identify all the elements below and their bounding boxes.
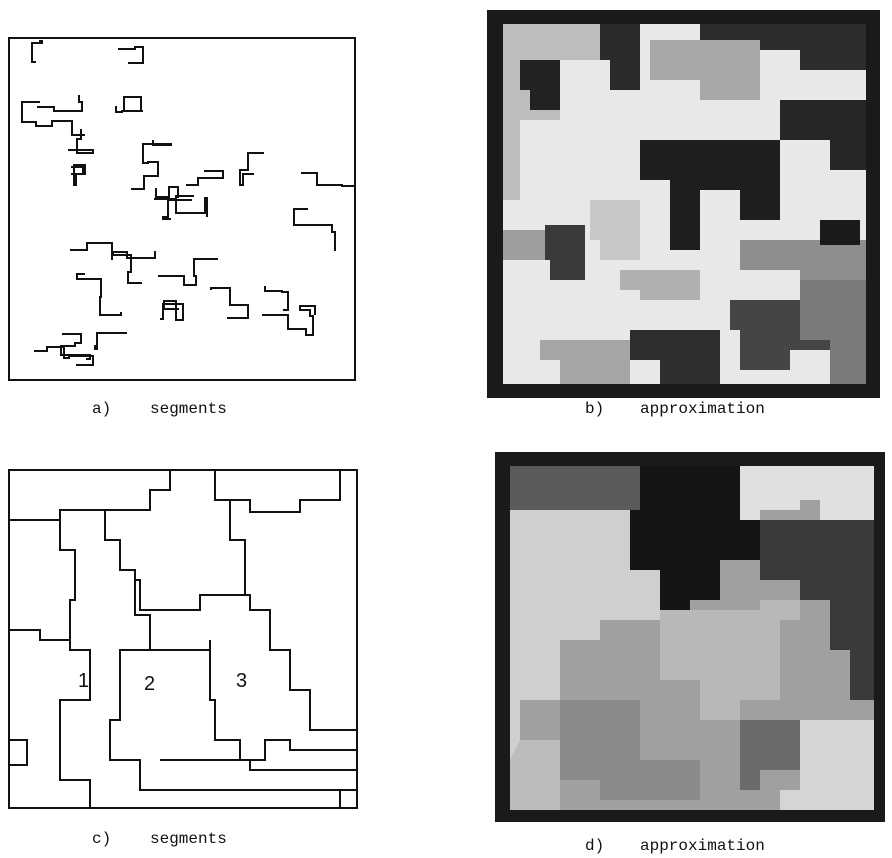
region	[545, 225, 585, 280]
segment-boundary	[215, 470, 245, 595]
segment-boundary	[265, 286, 288, 310]
segment-boundary	[294, 209, 335, 251]
segment-boundary	[61, 334, 90, 359]
segment-boundary	[163, 200, 192, 219]
panel-caption: segments	[150, 400, 227, 418]
segment-boundary	[9, 740, 27, 765]
segment-boundary	[301, 173, 355, 192]
panel-b: b) approximation	[487, 10, 880, 418]
panel-caption: approximation	[640, 837, 765, 855]
panel-label: d)	[585, 837, 604, 855]
region	[510, 740, 560, 810]
segment-boundary	[210, 640, 357, 760]
region	[820, 220, 860, 245]
panel-caption: segments	[150, 830, 227, 848]
segment-boundary	[160, 301, 183, 320]
segment-boundary	[154, 187, 178, 199]
segment-boundary	[160, 760, 357, 770]
segment-boundaries	[22, 41, 355, 365]
segment-boundary	[230, 470, 340, 512]
segment-boundary	[37, 95, 82, 111]
panel-c: 1 2 3 c) segments	[9, 470, 357, 848]
segment-boundary	[105, 470, 170, 510]
figure: a) segments b) approximation	[0, 0, 892, 858]
segment-boundary	[158, 259, 218, 285]
panel-d: d) approximation	[495, 452, 885, 855]
region-label: 3	[236, 670, 247, 692]
segment-boundary	[116, 97, 143, 112]
region-label: 1	[78, 670, 89, 692]
segment-boundary	[71, 165, 85, 185]
region	[503, 230, 545, 260]
segment-boundary	[32, 41, 42, 62]
panel-label: c)	[92, 830, 111, 848]
segment-boundary	[118, 47, 143, 63]
segment-boundary	[131, 140, 171, 189]
panel-caption: approximation	[640, 400, 765, 418]
panel-a: a) segments	[9, 38, 355, 418]
segment-boundary	[77, 274, 121, 315]
panel-label: b)	[585, 400, 604, 418]
segment-boundary	[186, 171, 223, 185]
segment-boundary	[135, 580, 357, 730]
segment-boundary	[113, 251, 155, 283]
segment-boundary	[95, 333, 127, 349]
segment-boundary	[70, 243, 112, 260]
segment-boundary	[211, 288, 248, 318]
segment-boundary	[240, 153, 264, 185]
region	[510, 466, 640, 510]
region-label: 2	[144, 673, 155, 695]
segment-boundary	[9, 630, 70, 640]
panel-label: a)	[92, 400, 111, 418]
